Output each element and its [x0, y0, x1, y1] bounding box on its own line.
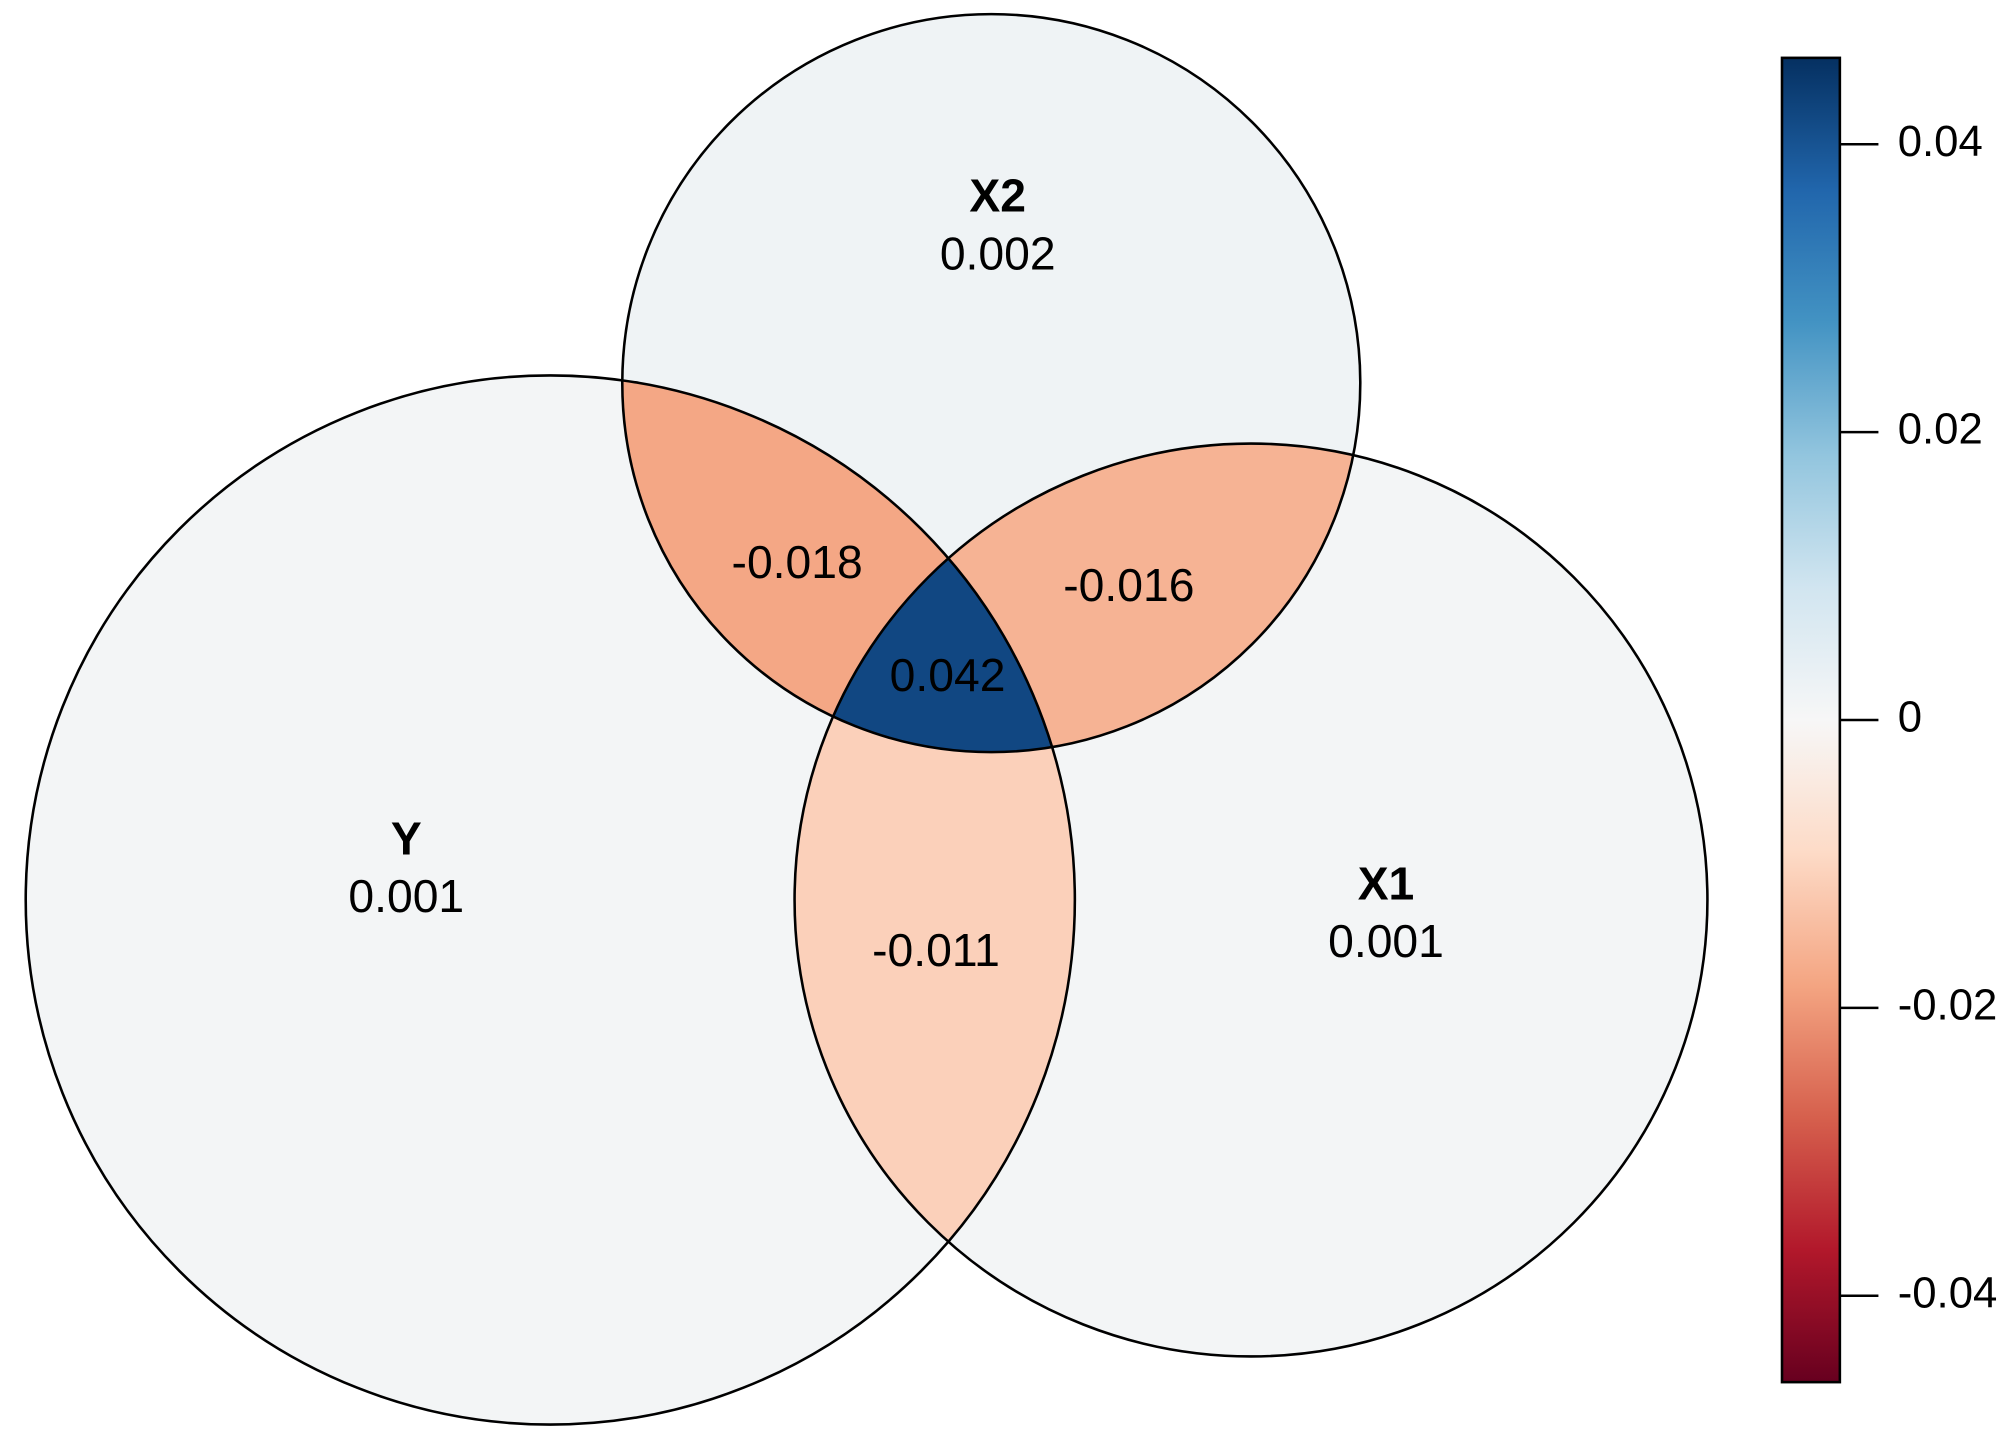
set-name: X2 — [969, 170, 1026, 222]
set-value: 0.002 — [940, 227, 1056, 279]
intersection-value: -0.018 — [732, 536, 863, 588]
intersection-value: -0.011 — [872, 924, 1000, 976]
tick-label: 0 — [1898, 693, 1922, 742]
circle-outline — [621, 12, 1362, 754]
set-value: 0.001 — [348, 870, 464, 922]
tick-label: 0.02 — [1898, 405, 1983, 454]
tick-label: 0.04 — [1898, 117, 1983, 166]
set-name: Y — [391, 812, 422, 864]
clip-group — [622, 375, 1075, 753]
circle-outline — [793, 442, 1709, 1358]
colorbar: -0.04 -0.02 0 0.02 0.04 — [1780, 56, 1998, 1384]
outlines — [24, 12, 1709, 1426]
intersection-value: -0.016 — [1063, 559, 1194, 611]
set-name: X1 — [1358, 857, 1415, 909]
intersection-region — [622, 375, 1075, 753]
tick-label: -0.02 — [1898, 980, 1998, 1029]
labels: Y 0.001 X1 0.001 X20.002 -0.018 -0.016 -0.011 0.… — [348, 170, 1443, 977]
set-value: 0.001 — [1328, 915, 1444, 967]
regions — [25, 14, 1708, 1425]
tick-label: -0.04 — [1898, 1268, 1998, 1317]
circle-outline — [24, 374, 1077, 1426]
colorbar-gradient — [1780, 56, 1842, 1384]
intersection-value: 0.042 — [890, 649, 1006, 701]
